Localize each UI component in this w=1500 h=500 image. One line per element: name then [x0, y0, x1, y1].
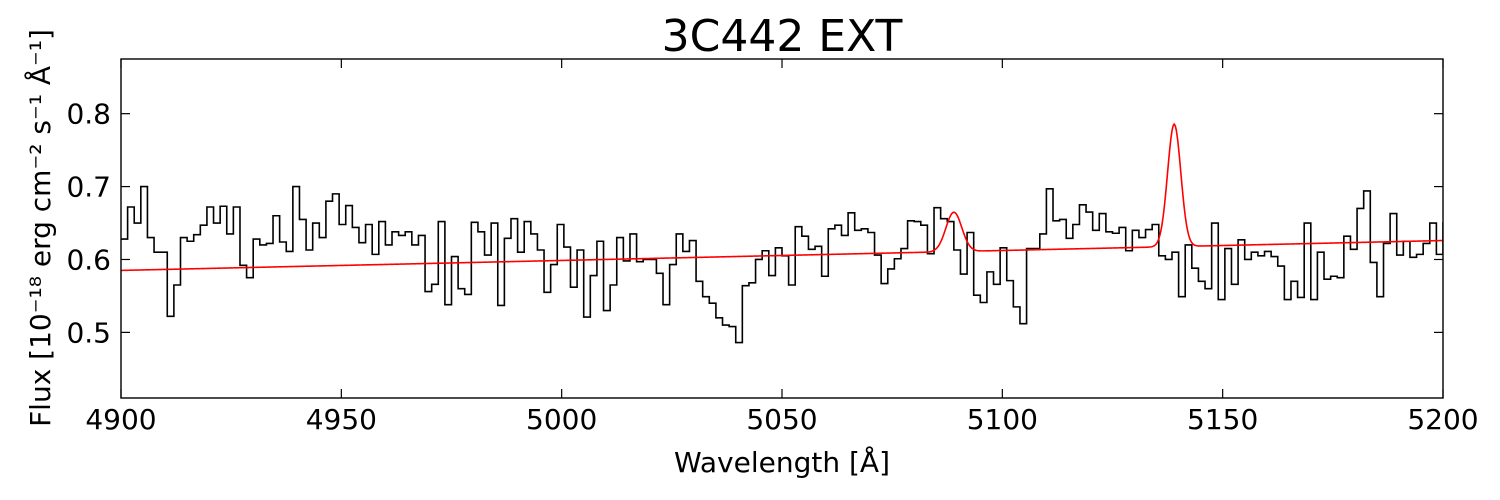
x-tick-label: 5050 [746, 403, 817, 436]
x-tick-label: 4900 [85, 403, 156, 436]
chart-title: 3C442 EXT [662, 11, 903, 62]
x-tick-label: 5000 [526, 403, 597, 436]
x-tick-label: 4950 [306, 403, 377, 436]
axis-ticks: 4900 4950 5000 5050 5100 5150 5200 0.5 0.6 0.7 0.8 [66, 59, 1479, 436]
y-tick-label: 0.7 [66, 171, 111, 204]
x-tick-label: 5150 [1187, 403, 1258, 436]
model-fit-line [121, 122, 1443, 272]
y-tick-label: 0.8 [66, 98, 111, 131]
x-axis-label: Wavelength [Å] [674, 445, 890, 479]
x-tick-label: 5200 [1407, 403, 1478, 436]
y-axis-label: Flux [10⁻¹⁸ erg cm⁻² s⁻¹ Å⁻¹] [23, 29, 57, 427]
x-tick-label: 5100 [967, 403, 1038, 436]
y-tick-label: 0.6 [66, 243, 111, 276]
plot-area [121, 122, 1443, 344]
y-tick-label: 0.5 [66, 316, 111, 349]
